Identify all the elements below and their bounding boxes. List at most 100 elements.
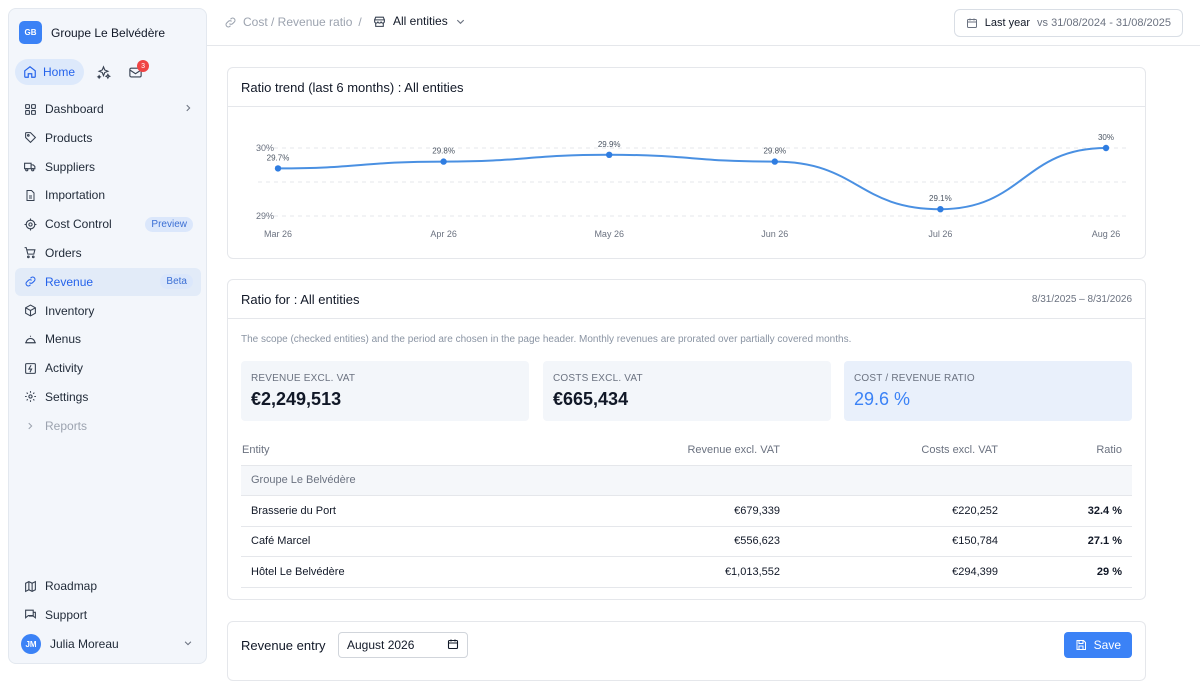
box-icon [23, 304, 37, 318]
table-row[interactable]: Café Marcel €556,623 €150,784 27.1 % [241, 526, 1132, 557]
series-line [277, 147, 1107, 211]
sidebar-item-orders[interactable]: Orders [15, 239, 201, 267]
ratio-trend-header: Ratio trend (last 6 months) : All entiti… [228, 68, 1145, 107]
ratio-trend-title: Ratio trend (last 6 months) : All entiti… [241, 79, 464, 95]
sidebar-item-products[interactable]: Products [15, 124, 201, 152]
sidebar-item-reports[interactable]: Reports [15, 412, 201, 440]
data-label: 29.7% [267, 153, 290, 162]
sidebar-item-activity[interactable]: Activity [15, 354, 201, 382]
tag-icon [23, 131, 37, 145]
group-name: Groupe Le Belvédère [241, 465, 1132, 496]
map-icon [23, 579, 37, 593]
table-row[interactable]: Brasserie du Port €679,339 €220,252 32.4… [241, 495, 1132, 527]
date-range-button[interactable]: Last year vs 31/08/2024 - 31/08/2025 [953, 9, 1183, 37]
sidebar-item-revenue[interactable]: Revenue Beta [15, 267, 201, 296]
sidebar-item-label: Settings [45, 389, 89, 404]
sidebar-item-menus[interactable]: Menus [15, 325, 201, 353]
revenue-cell: €1,013,552 [501, 556, 790, 588]
sidebar-item-label: Products [45, 130, 93, 145]
kpi-revenue: REVENUE EXCL. VAT €2,249,513 [241, 361, 529, 421]
user-name: Julia Moreau [50, 637, 119, 651]
breadcrumb: Cost / Revenue ratio / [224, 15, 362, 29]
entity-selector[interactable]: All entities [373, 14, 466, 28]
kpi-label: COST / REVENUE RATIO [854, 373, 975, 384]
sidebar-item-settings[interactable]: Settings [15, 383, 201, 411]
file-import-icon [23, 188, 37, 202]
column-header-ratio[interactable]: Ratio [1008, 435, 1132, 466]
column-header-costs[interactable]: Costs excl. VAT [790, 435, 1008, 466]
ratio-title: Ratio for : All entities [241, 291, 360, 307]
org-switcher[interactable]: GB Groupe Le Belvédère [19, 21, 165, 44]
kpi-value: €665,434 [553, 389, 629, 409]
y-tick-label: 29% [256, 211, 274, 221]
sidebar-item-cost-control[interactable]: Cost Control Preview [15, 210, 201, 238]
ratio-cell: 27.1 % [1008, 526, 1132, 557]
grid-icon [23, 102, 37, 116]
sparkles-button[interactable] [90, 59, 116, 85]
data-point [606, 151, 613, 158]
data-label: 29.1% [929, 194, 952, 203]
cart-icon [23, 246, 37, 260]
column-header-entity[interactable]: Entity [241, 435, 501, 466]
home-button[interactable]: Home [15, 59, 85, 85]
data-label: 29.8% [432, 147, 455, 156]
entity-selector-label: All entities [393, 14, 448, 28]
x-tick-label: Apr 26 [430, 229, 457, 239]
sidebar-item-inventory[interactable]: Inventory [15, 297, 201, 325]
kpi-label: COSTS EXCL. VAT [553, 373, 643, 384]
breadcrumb-page[interactable]: Cost / Revenue ratio [243, 15, 353, 29]
sidebar-item-label: Suppliers [45, 159, 96, 174]
user-menu[interactable]: JM Julia Moreau [15, 630, 201, 658]
date-range-compare: vs 31/08/2024 - 31/08/2025 [1037, 17, 1171, 29]
sidebar-item-label: Revenue [45, 274, 94, 289]
sparkles-icon [96, 64, 111, 79]
data-point [937, 206, 944, 213]
ratio-trend-chart: 30% 29% 29.7% Mar 26 29.8% Apr 26 29.9% May 26 2… [256, 133, 1126, 239]
data-point [771, 158, 778, 165]
date-range-label: Last year [984, 17, 1031, 29]
table-row[interactable]: Hôtel Le Belvédère €1,013,552 €294,399 2… [241, 556, 1132, 588]
activity-icon [23, 361, 37, 375]
sidebar-item-label: Importation [45, 188, 106, 203]
month-picker-value: August 2026 [347, 638, 415, 652]
entity-cell: Hôtel Le Belvédère [241, 556, 501, 588]
sidebar-item-label: Reports [45, 418, 88, 433]
sidebar-item-support[interactable]: Support [15, 601, 201, 629]
sidebar-nav: Dashboard Products Suppliers Importation… [15, 95, 201, 441]
sidebar-item-label: Activity [45, 361, 84, 376]
revenue-cell: €679,339 [501, 495, 790, 527]
save-icon [1076, 640, 1086, 650]
quick-actions: Home 3 [15, 59, 150, 85]
sidebar-item-label: Cost Control [45, 217, 112, 232]
breadcrumb-separator: / [358, 15, 362, 29]
sidebar-item-roadmap[interactable]: Roadmap [15, 572, 201, 600]
ratio-header: Ratio for : All entities 8/31/2025 – 8/3… [228, 280, 1145, 319]
data-point [274, 165, 282, 172]
org-logo: GB [19, 21, 42, 44]
chat-icon [23, 608, 37, 622]
sidebar-item-label: Support [45, 607, 88, 622]
data-label: 29.9% [598, 140, 621, 149]
store-icon [374, 16, 385, 27]
inbox-button[interactable]: 3 [122, 59, 150, 85]
link-icon [23, 275, 37, 289]
save-button[interactable]: Save [1063, 632, 1132, 658]
sidebar-item-dashboard[interactable]: Dashboard [15, 95, 201, 123]
kpi-value: €2,249,513 [251, 389, 342, 409]
column-header-revenue[interactable]: Revenue excl. VAT [501, 435, 790, 466]
preview-badge: Preview [145, 216, 193, 232]
scope-note: The scope (checked entities) and the per… [241, 334, 852, 345]
revenue-entry-card: Revenue entry August 2026 Save [227, 621, 1146, 681]
beta-badge: Beta [160, 274, 193, 290]
kpi-ratio: COST / REVENUE RATIO 29.6 % [844, 361, 1132, 421]
ratio-card: Ratio for : All entities 8/31/2025 – 8/3… [227, 279, 1146, 600]
sidebar-item-importation[interactable]: Importation [15, 181, 201, 209]
month-picker[interactable]: August 2026 [338, 632, 468, 658]
top-bar: Cost / Revenue ratio / All entities Last… [207, 0, 1200, 46]
inbox-badge: 3 [137, 60, 150, 72]
x-tick-label: Jun 26 [761, 229, 788, 239]
gear-icon [23, 390, 37, 404]
sidebar-item-suppliers[interactable]: Suppliers [15, 153, 201, 181]
sidebar-item-label: Inventory [45, 303, 95, 318]
cloche-icon [23, 332, 37, 346]
